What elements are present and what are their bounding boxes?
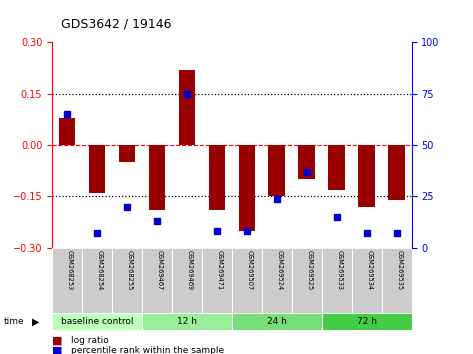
Text: GSM269471: GSM269471	[217, 250, 223, 291]
Text: GSM269535: GSM269535	[396, 250, 403, 291]
Bar	[238, 145, 255, 231]
Bar	[52, 248, 82, 313]
Bar	[388, 145, 405, 200]
Bar	[52, 313, 142, 330]
Text: GSM269467: GSM269467	[157, 250, 163, 291]
Text: GSM269524: GSM269524	[277, 250, 283, 291]
Text: GSM269469: GSM269469	[187, 250, 193, 291]
Bar	[359, 145, 375, 207]
Bar	[232, 248, 262, 313]
Bar	[209, 145, 225, 210]
Text: 24 h: 24 h	[267, 317, 287, 326]
Bar	[179, 70, 195, 145]
Bar	[269, 145, 285, 196]
Text: GSM269533: GSM269533	[337, 250, 342, 290]
Text: GSM269534: GSM269534	[367, 250, 373, 291]
Bar	[328, 145, 345, 190]
Bar	[351, 248, 382, 313]
Text: ■: ■	[52, 346, 62, 354]
Bar	[82, 248, 112, 313]
Bar	[292, 248, 322, 313]
Text: GDS3642 / 19146: GDS3642 / 19146	[61, 17, 172, 30]
Text: baseline control: baseline control	[61, 317, 133, 326]
Text: GSM268255: GSM268255	[127, 250, 133, 291]
Bar	[59, 118, 75, 145]
Text: percentile rank within the sample: percentile rank within the sample	[71, 346, 224, 354]
Bar	[298, 145, 315, 179]
Bar	[119, 145, 135, 162]
Bar	[149, 145, 165, 210]
Bar	[202, 248, 232, 313]
Text: ▶: ▶	[32, 316, 40, 326]
Text: GSM268254: GSM268254	[97, 250, 103, 291]
Bar	[262, 248, 292, 313]
Text: GSM269525: GSM269525	[307, 250, 313, 291]
Bar	[232, 313, 322, 330]
Bar	[322, 248, 351, 313]
Text: GSM268253: GSM268253	[67, 250, 73, 291]
Text: 12 h: 12 h	[177, 317, 197, 326]
Text: ■: ■	[52, 336, 62, 346]
Bar	[382, 248, 412, 313]
Bar	[322, 313, 412, 330]
Text: time: time	[4, 317, 25, 326]
Bar	[112, 248, 142, 313]
Bar	[172, 248, 202, 313]
Bar	[142, 313, 232, 330]
Text: 72 h: 72 h	[357, 317, 377, 326]
Text: log ratio: log ratio	[71, 336, 109, 345]
Text: GSM269507: GSM269507	[247, 250, 253, 291]
Bar	[89, 145, 105, 193]
Bar	[142, 248, 172, 313]
